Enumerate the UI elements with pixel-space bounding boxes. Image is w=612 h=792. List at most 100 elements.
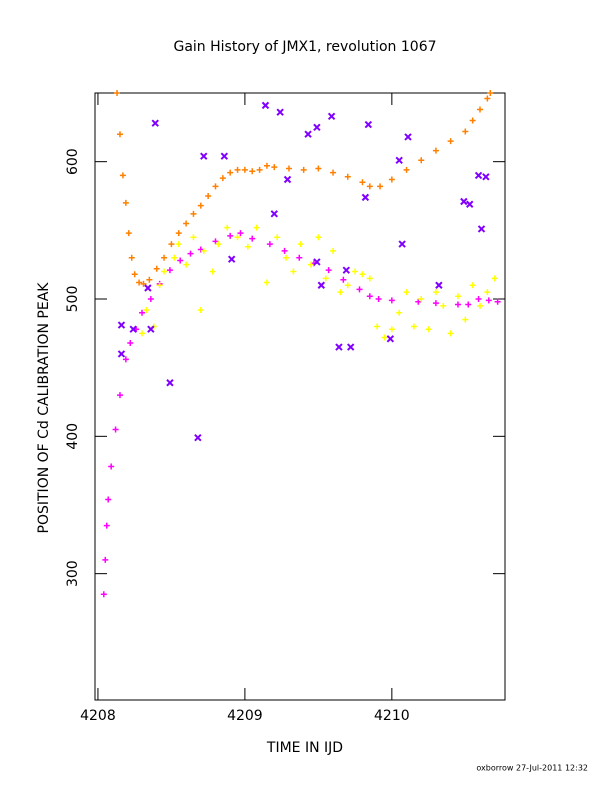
point [494,298,501,305]
point [388,326,395,333]
point [432,147,439,154]
point [171,254,178,261]
point [403,166,410,173]
point [404,133,412,141]
point [136,279,143,286]
point [194,433,202,442]
point [469,282,476,289]
point [253,224,260,231]
point [147,325,155,333]
point [290,268,297,275]
point [190,234,197,241]
point [466,200,474,208]
point [281,247,288,254]
point [241,166,248,173]
point [108,463,115,470]
point [435,281,443,289]
point [197,306,204,313]
point [187,250,194,257]
point [175,230,182,237]
point [140,280,147,287]
point [285,165,292,172]
point [366,275,373,282]
plot-frame [94,92,506,701]
x-tick-label: 4209 [227,708,263,724]
point [477,225,486,233]
point [359,271,366,278]
point [112,426,119,433]
point [177,257,184,264]
point [330,247,337,254]
point [227,169,234,176]
y-tick-label: 400 [65,423,81,450]
point [361,193,370,202]
point [300,166,307,173]
point [197,202,204,209]
point [462,128,469,135]
point [388,297,395,304]
point [484,289,491,296]
point [356,286,363,293]
point [274,234,281,241]
point [418,295,425,302]
point [366,293,373,300]
point [460,197,468,206]
point [114,90,121,96]
point [220,152,229,160]
point [398,240,406,248]
point [377,183,384,190]
point [190,210,197,217]
point [256,166,263,173]
point [266,241,273,248]
point [139,309,146,316]
point [330,169,337,176]
point [128,254,135,261]
point [129,325,137,333]
point [340,276,347,283]
point [144,284,152,292]
point [477,106,484,113]
point [346,343,355,351]
point [227,255,236,263]
point [261,101,270,110]
point [183,220,190,227]
point [122,356,129,363]
point [491,275,498,282]
y-tick-label: 500 [65,286,81,313]
point [381,334,388,341]
point [161,268,168,275]
point [469,117,476,124]
point [119,172,126,179]
x-tick-label: 4208 [80,708,116,724]
point [153,265,160,272]
point [227,232,234,239]
point [200,247,207,254]
point [454,301,461,308]
footer: oxborrow 27-Jul-2011 12:32 [476,764,588,773]
point [249,235,256,242]
point [308,261,315,268]
point [454,293,461,300]
point [487,90,494,96]
point [297,241,304,248]
point [395,156,403,164]
point [484,95,491,102]
point [425,326,432,333]
x-tick-label: 4210 [374,708,410,724]
point [418,157,425,164]
point [432,289,439,296]
point [342,266,350,274]
point [151,119,159,127]
point [116,392,123,399]
point [474,171,483,180]
point [485,297,492,304]
point [215,241,222,248]
point [304,130,312,138]
point [322,275,329,282]
y-axis-label: POSITION OF Cd CALIBRATION PEAK [36,282,52,534]
point [156,282,163,289]
point [200,152,208,160]
point [100,591,107,598]
point [105,496,112,503]
point [283,175,292,184]
